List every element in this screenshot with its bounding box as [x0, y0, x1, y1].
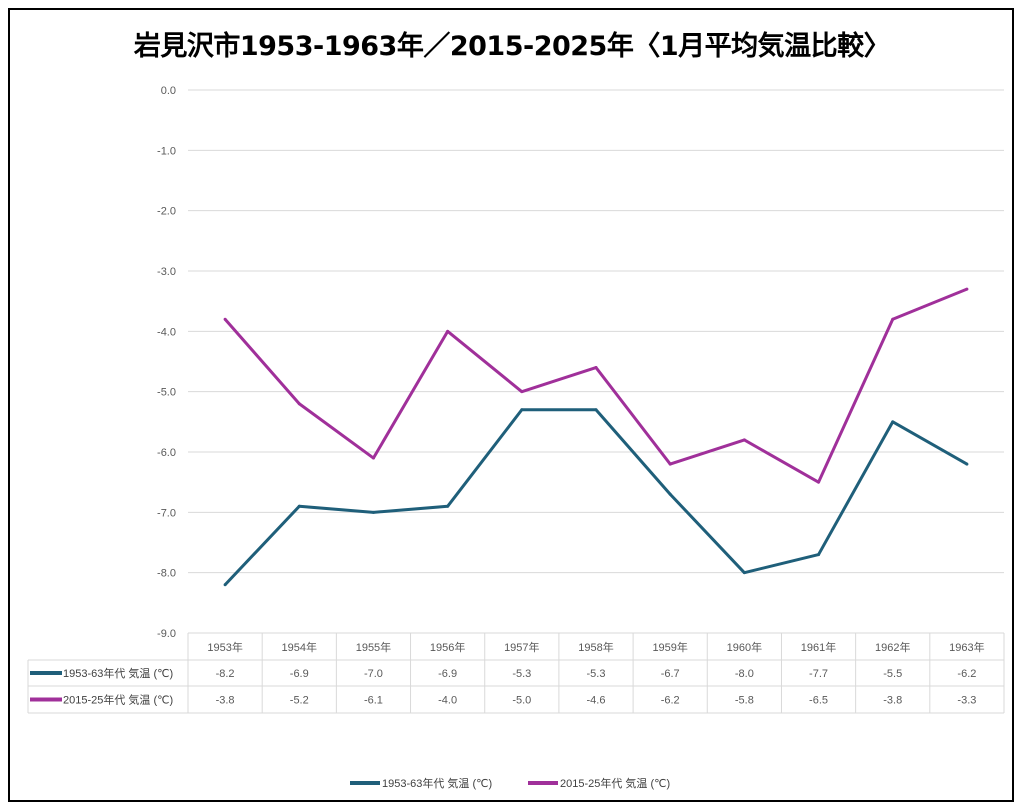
x-category-label: 1960年 — [727, 640, 762, 654]
x-category-label: 1963年 — [949, 640, 984, 654]
x-category-label: 1961年 — [801, 640, 836, 654]
table-series-label: 2015-25年代 気温 (℃) — [63, 693, 173, 707]
data-point — [446, 504, 450, 508]
y-tick-label: -8.0 — [157, 568, 176, 580]
data-point — [742, 438, 746, 442]
data-table-value: -3.8 — [883, 695, 902, 707]
y-tick-label: -1.0 — [157, 145, 176, 157]
x-category-label: 1953年 — [207, 640, 242, 654]
data-point — [223, 317, 227, 321]
data-table-value: -5.3 — [587, 668, 606, 680]
data-table-value: -4.6 — [587, 695, 606, 707]
legend-label: 2015-25年代 気温 (℃) — [560, 776, 670, 790]
data-point — [594, 408, 598, 412]
data-point — [446, 329, 450, 333]
data-point — [742, 571, 746, 575]
data-point — [297, 504, 301, 508]
data-table-value: -7.0 — [364, 668, 383, 680]
data-point — [891, 420, 895, 424]
data-table-value: -4.0 — [438, 695, 457, 707]
series-line — [223, 287, 968, 484]
data-table-value: -7.7 — [809, 668, 828, 680]
x-category-label: 1962年 — [875, 640, 910, 654]
data-table-value: -8.0 — [735, 668, 754, 680]
y-tick-label: -4.0 — [157, 326, 176, 338]
y-tick-label: -6.0 — [157, 447, 176, 459]
y-tick-label: -3.0 — [157, 266, 176, 278]
data-table-value: -6.2 — [957, 668, 976, 680]
data-table-value: -3.8 — [216, 695, 235, 707]
data-point — [817, 480, 821, 484]
data-table-value: -5.2 — [290, 695, 309, 707]
y-tick-label: -9.0 — [157, 628, 176, 640]
x-category-label: 1954年 — [282, 640, 317, 654]
x-category-label: 1957年 — [504, 640, 539, 654]
x-category-label: 1956年 — [430, 640, 465, 654]
table-series-label: 1953-63年代 気温 (℃) — [63, 666, 173, 680]
data-point — [223, 583, 227, 587]
data-table-value: -5.0 — [512, 695, 531, 707]
data-point — [817, 553, 821, 557]
data-table-value: -6.9 — [438, 668, 457, 680]
data-point — [891, 317, 895, 321]
data-table-value: -5.3 — [512, 668, 531, 680]
y-tick-label: -5.0 — [157, 387, 176, 399]
series-line — [224, 408, 968, 586]
x-category-label: 1959年 — [652, 640, 687, 654]
data-table-value: -6.9 — [290, 668, 309, 680]
data-table-value: -8.2 — [216, 668, 235, 680]
legend-label: 1953-63年代 気温 (℃) — [382, 776, 492, 790]
data-point — [965, 462, 969, 466]
data-point — [668, 462, 672, 466]
data-table-value: -5.5 — [883, 668, 902, 680]
chart-title: 岩見沢市1953-1963年／2015-2025年〈1月平均気温比較〉 — [133, 31, 891, 62]
y-tick-label: 0.0 — [161, 85, 176, 97]
y-tick-label: -7.0 — [157, 507, 176, 519]
data-point — [668, 492, 672, 496]
data-point — [965, 287, 969, 291]
chart-frame — [8, 8, 1014, 802]
x-category-label: 1958年 — [578, 640, 613, 654]
data-point — [520, 390, 524, 394]
data-table-value: -6.2 — [661, 695, 680, 707]
data-point — [371, 456, 375, 460]
data-point — [371, 510, 375, 514]
data-point — [520, 408, 524, 412]
data-table-value: -5.8 — [735, 695, 754, 707]
data-table-value: -6.5 — [809, 695, 828, 707]
data-table-value: -3.3 — [957, 695, 976, 707]
data-point — [594, 366, 598, 370]
y-tick-label: -2.0 — [157, 206, 176, 218]
data-point — [297, 402, 301, 406]
data-table-value: -6.1 — [364, 695, 383, 707]
data-table-value: -6.7 — [661, 668, 680, 680]
x-category-label: 1955年 — [356, 640, 391, 654]
